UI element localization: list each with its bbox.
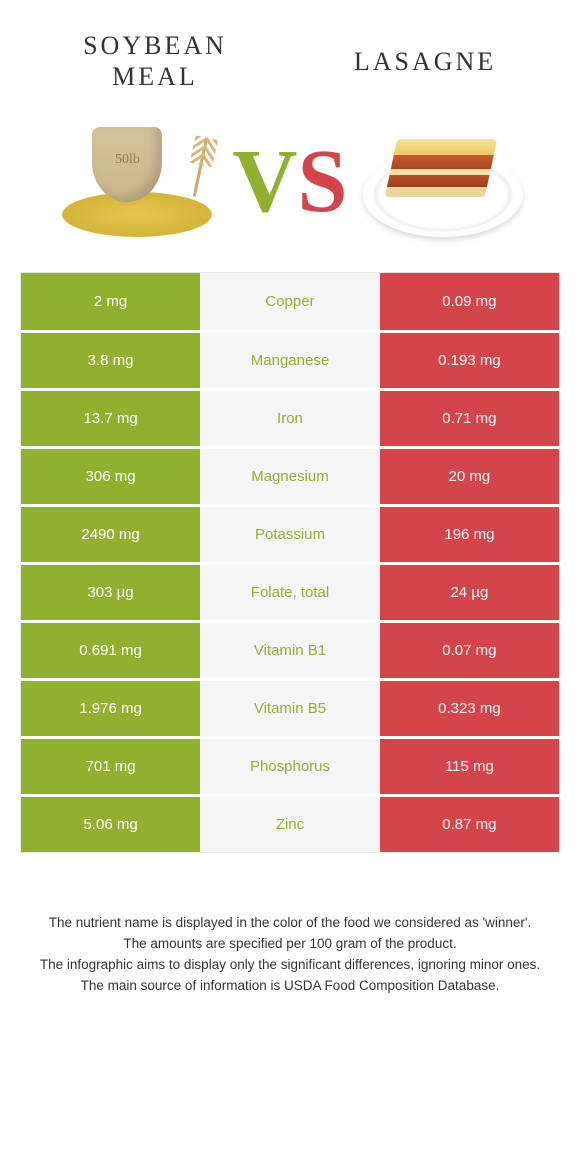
right-food-title: LASAGNE bbox=[305, 46, 545, 77]
table-row: 701 mgPhosphorus115 mg bbox=[21, 736, 559, 794]
left-value: 2490 mg bbox=[21, 507, 200, 562]
left-food-title: SOYBEAN MEAL bbox=[35, 30, 275, 92]
lasagne-icon bbox=[363, 127, 523, 237]
footer-line-3: The infographic aims to display only the… bbox=[20, 955, 560, 976]
table-row: 2 mgCopper0.09 mg bbox=[21, 272, 559, 330]
nutrient-name: Vitamin B1 bbox=[200, 623, 380, 678]
footer-line-4: The main source of information is USDA F… bbox=[20, 976, 560, 997]
right-value: 196 mg bbox=[380, 507, 559, 562]
nutrient-name: Manganese bbox=[200, 333, 380, 388]
right-value: 0.71 mg bbox=[380, 391, 559, 446]
nutrient-name: Magnesium bbox=[200, 449, 380, 504]
table-row: 2490 mgPotassium196 mg bbox=[21, 504, 559, 562]
table-row: 306 mgMagnesium20 mg bbox=[21, 446, 559, 504]
vs-label: VS bbox=[232, 137, 347, 227]
left-value: 303 µg bbox=[21, 565, 200, 620]
footer-line-1: The nutrient name is displayed in the co… bbox=[20, 913, 560, 934]
soybean-meal-icon bbox=[62, 127, 212, 237]
right-value: 0.193 mg bbox=[380, 333, 559, 388]
right-value: 0.07 mg bbox=[380, 623, 559, 678]
right-food-image bbox=[358, 122, 528, 242]
right-value: 0.09 mg bbox=[380, 273, 559, 330]
table-row: 303 µgFolate, total24 µg bbox=[21, 562, 559, 620]
right-value: 0.87 mg bbox=[380, 797, 559, 852]
table-row: 13.7 mgIron0.71 mg bbox=[21, 388, 559, 446]
vs-s-letter: S bbox=[297, 132, 347, 231]
right-value: 24 µg bbox=[380, 565, 559, 620]
left-value: 306 mg bbox=[21, 449, 200, 504]
nutrient-name: Zinc bbox=[200, 797, 380, 852]
nutrient-name: Vitamin B5 bbox=[200, 681, 380, 736]
right-value: 20 mg bbox=[380, 449, 559, 504]
left-value: 1.976 mg bbox=[21, 681, 200, 736]
left-value: 0.691 mg bbox=[21, 623, 200, 678]
table-row: 0.691 mgVitamin B10.07 mg bbox=[21, 620, 559, 678]
table-row: 5.06 mgZinc0.87 mg bbox=[21, 794, 559, 852]
nutrient-name: Phosphorus bbox=[200, 739, 380, 794]
left-value: 3.8 mg bbox=[21, 333, 200, 388]
right-value: 115 mg bbox=[380, 739, 559, 794]
vs-v-letter: V bbox=[232, 132, 297, 231]
left-value: 13.7 mg bbox=[21, 391, 200, 446]
table-row: 3.8 mgManganese0.193 mg bbox=[21, 330, 559, 388]
nutrient-name: Iron bbox=[200, 391, 380, 446]
nutrient-name: Copper bbox=[200, 273, 380, 330]
right-value: 0.323 mg bbox=[380, 681, 559, 736]
table-row: 1.976 mgVitamin B50.323 mg bbox=[21, 678, 559, 736]
left-food-image bbox=[52, 122, 222, 242]
left-value: 701 mg bbox=[21, 739, 200, 794]
footer-notes: The nutrient name is displayed in the co… bbox=[20, 913, 560, 997]
header: SOYBEAN MEAL LASAGNE bbox=[0, 0, 580, 102]
nutrient-table: 2 mgCopper0.09 mg3.8 mgManganese0.193 mg… bbox=[20, 272, 560, 853]
nutrient-name: Folate, total bbox=[200, 565, 380, 620]
images-row: VS bbox=[0, 102, 580, 272]
left-value: 5.06 mg bbox=[21, 797, 200, 852]
footer-line-2: The amounts are specified per 100 gram o… bbox=[20, 934, 560, 955]
nutrient-name: Potassium bbox=[200, 507, 380, 562]
left-value: 2 mg bbox=[21, 273, 200, 330]
